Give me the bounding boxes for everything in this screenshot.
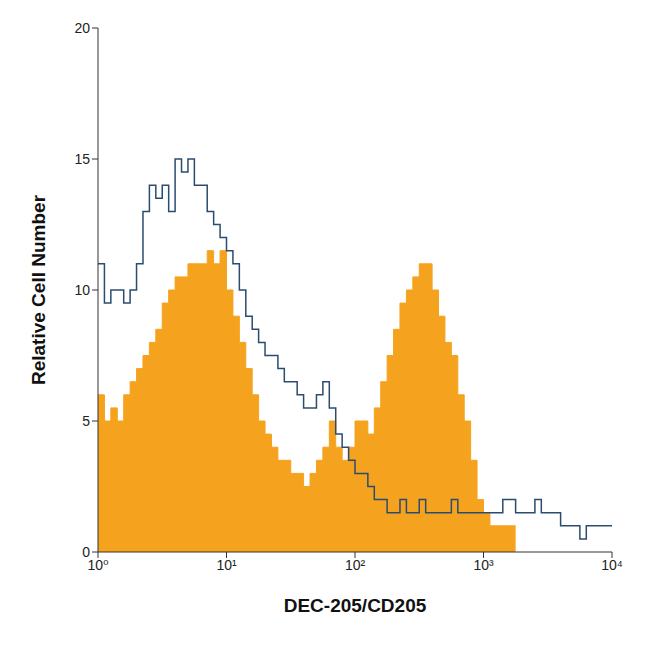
svg-text:20: 20 <box>74 20 90 36</box>
svg-text:DEC-205/CD205: DEC-205/CD205 <box>284 595 427 616</box>
svg-text:10²: 10² <box>345 557 366 573</box>
svg-text:10⁰: 10⁰ <box>87 557 109 573</box>
svg-text:10¹: 10¹ <box>216 557 237 573</box>
svg-text:5: 5 <box>82 413 90 429</box>
svg-text:10: 10 <box>74 282 90 298</box>
svg-text:10⁴: 10⁴ <box>601 557 623 573</box>
svg-text:15: 15 <box>74 151 90 167</box>
svg-text:0: 0 <box>82 544 90 560</box>
svg-text:Relative Cell Number: Relative Cell Number <box>28 194 49 385</box>
svg-text:10³: 10³ <box>473 557 494 573</box>
